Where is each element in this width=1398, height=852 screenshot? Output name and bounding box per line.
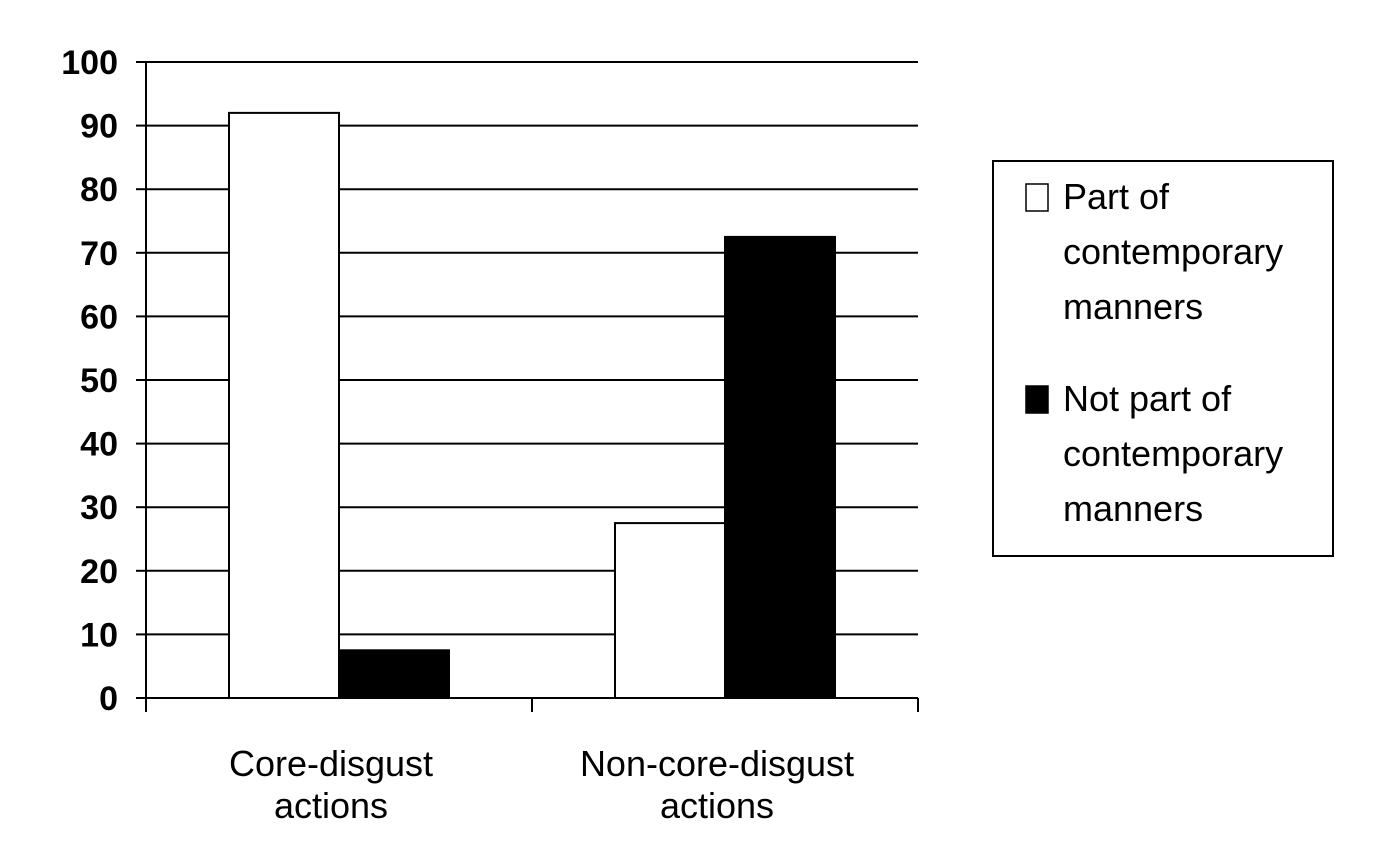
y-tick-label: 60 xyxy=(80,298,118,336)
bar-series-0-cat-1 xyxy=(614,522,726,699)
category-label: actions xyxy=(274,785,388,826)
y-tick-labels: 0 10 20 30 40 50 60 70 80 90 100 xyxy=(61,44,118,718)
y-tick-label: 10 xyxy=(80,616,118,654)
legend-box xyxy=(992,160,1334,557)
legend-label: manners xyxy=(1063,286,1203,327)
legend-label: manners xyxy=(1063,488,1203,529)
y-tick-label: 50 xyxy=(80,362,118,400)
y-tick-label: 100 xyxy=(61,44,118,82)
y-tick-label: 20 xyxy=(80,553,118,591)
bars xyxy=(228,111,836,699)
bar-series-1-cat-1 xyxy=(724,235,836,699)
y-tick-label: 70 xyxy=(80,235,118,273)
y-tick-label: 90 xyxy=(80,108,118,146)
bar-series-1-cat-0 xyxy=(338,649,450,699)
bar-series-0-cat-0 xyxy=(228,111,340,699)
axes xyxy=(145,62,919,712)
y-tick-label: 80 xyxy=(80,171,118,209)
category-label: Core-disgust xyxy=(229,743,433,784)
legend-label: Part of xyxy=(1063,176,1170,217)
legend: Part of contemporary manners Not part of con… xyxy=(992,160,1334,557)
y-tick-label: 40 xyxy=(80,426,118,464)
legend-swatch-0 xyxy=(1025,183,1049,212)
legend-swatch-1 xyxy=(1025,385,1049,414)
category-label: Non-core-disgust xyxy=(580,743,854,784)
legend-label: contemporary xyxy=(1063,433,1283,474)
legend-label: Not part of xyxy=(1063,378,1232,419)
category-label: actions xyxy=(660,785,774,826)
category-labels: Core-disgustactionsNon-core-disgustactio… xyxy=(229,743,854,826)
y-tick-label: 0 xyxy=(99,680,118,718)
legend-label: contemporary xyxy=(1063,231,1283,272)
y-tick-label: 30 xyxy=(80,489,118,527)
